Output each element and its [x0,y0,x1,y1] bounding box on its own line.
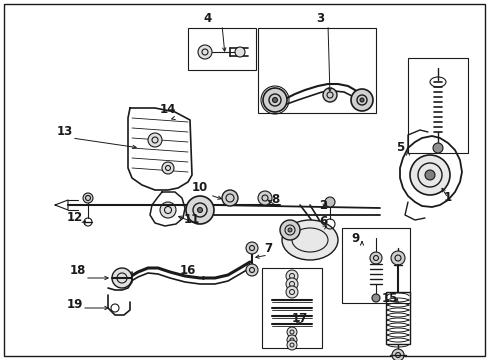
Text: 13: 13 [57,126,73,139]
Text: 3: 3 [315,12,324,24]
Text: 9: 9 [350,231,358,244]
Circle shape [424,170,434,180]
Circle shape [162,162,174,174]
Circle shape [198,45,212,59]
Circle shape [286,335,296,345]
Circle shape [263,88,286,112]
Text: 18: 18 [70,264,86,276]
Circle shape [112,268,132,288]
Text: 6: 6 [318,216,326,229]
Circle shape [359,98,363,102]
Circle shape [148,133,162,147]
Circle shape [245,264,258,276]
Circle shape [286,340,296,350]
Text: 12: 12 [67,211,83,225]
Circle shape [285,278,297,290]
Circle shape [235,47,244,57]
Bar [258,28,375,113]
Circle shape [245,242,258,254]
Circle shape [285,286,297,298]
Bar [262,268,321,348]
Circle shape [280,220,299,240]
Circle shape [222,190,238,206]
Circle shape [350,89,372,111]
Text: 7: 7 [264,242,271,255]
Circle shape [272,98,277,103]
Circle shape [323,88,336,102]
Bar [187,28,256,70]
Circle shape [390,251,404,265]
Text: 19: 19 [67,298,83,311]
Text: 1: 1 [443,192,451,204]
Text: 14: 14 [160,104,176,117]
Circle shape [369,252,381,264]
Circle shape [286,327,296,337]
Text: 11: 11 [183,213,200,226]
Circle shape [197,207,202,212]
Circle shape [287,228,291,232]
Circle shape [258,191,271,205]
Circle shape [432,143,442,153]
Circle shape [391,349,403,360]
Circle shape [185,196,214,224]
Circle shape [371,294,379,302]
Text: 4: 4 [203,12,212,24]
Circle shape [285,270,297,282]
Circle shape [325,197,334,207]
Bar [407,58,467,153]
Circle shape [160,202,176,218]
Bar [341,228,409,303]
Text: 16: 16 [180,264,196,276]
Ellipse shape [282,220,337,260]
Circle shape [83,193,93,203]
Bar [385,292,409,344]
Text: 5: 5 [395,141,403,154]
Text: 15: 15 [381,292,397,305]
Text: 10: 10 [191,181,208,194]
Text: 17: 17 [291,311,307,324]
Circle shape [409,155,449,195]
Text: 2: 2 [318,199,326,212]
Text: 8: 8 [270,193,279,207]
